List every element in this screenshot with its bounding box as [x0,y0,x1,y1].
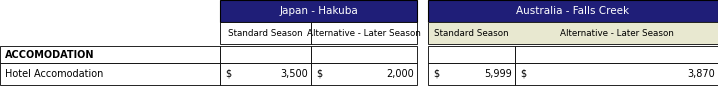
Bar [311,63,417,85]
Text: Standard Season: Standard Season [434,29,509,38]
Bar [220,63,311,85]
Text: Alternative - Later Season: Alternative - Later Season [559,29,673,38]
Bar [311,46,417,63]
Text: 5,999: 5,999 [485,69,512,79]
Bar [220,46,311,63]
Bar [515,22,718,44]
Bar [428,0,718,22]
Text: Hotel Accomodation: Hotel Accomodation [5,69,103,79]
Bar [220,22,311,44]
Bar [428,22,515,44]
Text: Standard Season: Standard Season [228,29,303,38]
Bar [428,22,718,44]
Bar [515,63,718,85]
Text: 3,870: 3,870 [687,69,715,79]
Text: $: $ [521,69,527,79]
Bar [0,63,220,85]
Text: Japan - Hakuba: Japan - Hakuba [279,6,358,16]
Bar [311,22,417,44]
Text: 2,000: 2,000 [386,69,414,79]
Text: 3,500: 3,500 [280,69,308,79]
Bar [220,0,417,22]
Text: Alternative - Later Season: Alternative - Later Season [307,29,421,38]
Bar [428,46,515,63]
Bar [515,46,718,63]
Text: Australia - Falls Creek: Australia - Falls Creek [516,6,630,16]
Text: $: $ [317,69,323,79]
Text: $: $ [225,69,232,79]
Bar [0,46,220,63]
Text: $: $ [434,69,440,79]
Text: ACCOMODATION: ACCOMODATION [5,49,95,60]
Bar [428,63,515,85]
